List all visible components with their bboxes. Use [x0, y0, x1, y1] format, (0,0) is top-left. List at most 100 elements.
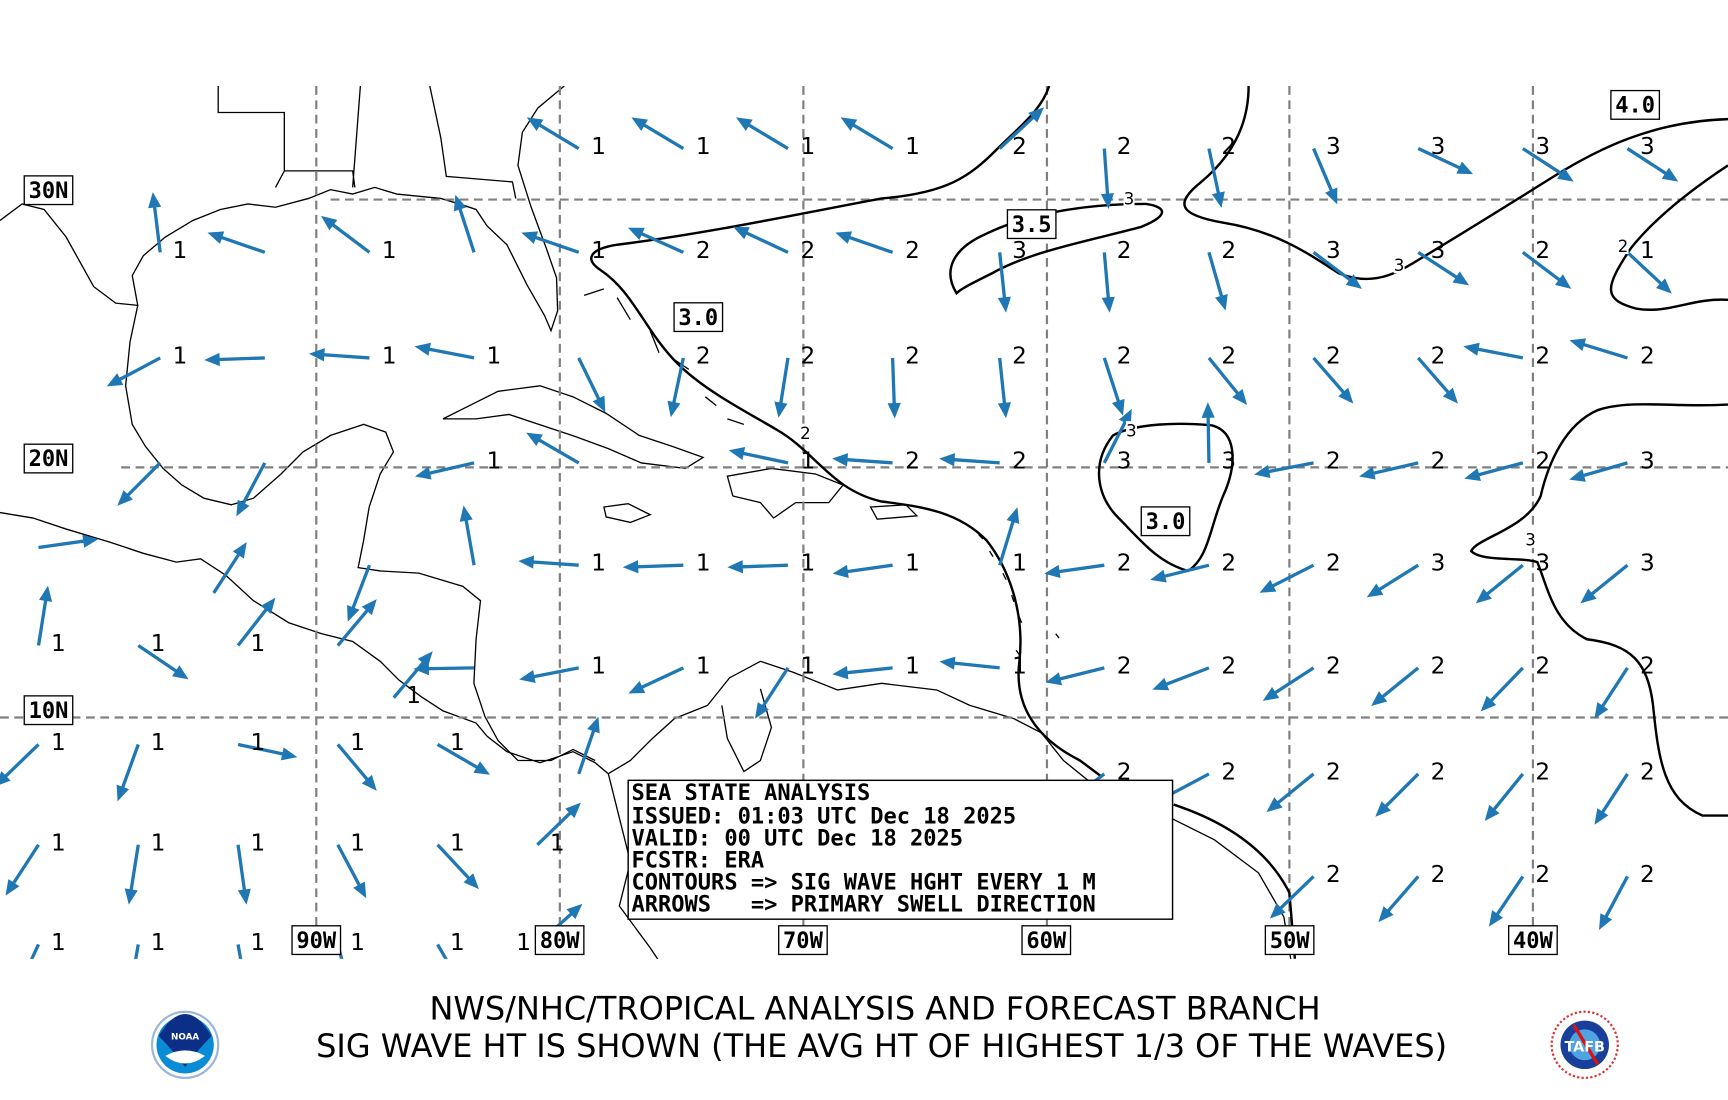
- wave-height-value: 2: [1326, 759, 1341, 785]
- swell-arrow-head: [347, 605, 360, 622]
- swell-arrow-head: [1656, 278, 1672, 294]
- swell-arrow-head: [622, 560, 639, 574]
- swell-arrow: [577, 357, 606, 413]
- wave-height-value: 1: [516, 930, 531, 956]
- swell-arrow-shaft: [1493, 875, 1525, 919]
- swell-arrow-shaft: [240, 462, 267, 508]
- swell-arrow-shaft: [336, 843, 363, 890]
- swell-arrow-shaft: [1384, 875, 1420, 915]
- contour-value-box: 4.0: [1610, 89, 1661, 120]
- contour-inline-label: 3: [1394, 256, 1405, 275]
- swell-arrow-head: [172, 665, 189, 680]
- swell-arrow: [415, 461, 475, 480]
- wave-height-value: 1: [487, 448, 502, 474]
- wave-height-value: 1: [406, 683, 421, 709]
- swell-arrow-shaft: [236, 605, 270, 647]
- swell-arrow-shaft: [1521, 147, 1566, 177]
- swell-arrow: [627, 227, 685, 254]
- tafb-logo: TAFB: [1550, 1010, 1619, 1079]
- wave-height-value: 1: [591, 238, 606, 264]
- swell-arrow: [526, 117, 580, 150]
- wave-height-value: 2: [1431, 759, 1446, 785]
- swell-arrow-head: [832, 564, 849, 579]
- wave-height-value: 2: [1535, 759, 1550, 785]
- wave-height-value: 2: [1117, 134, 1132, 160]
- wave-height-value: 1: [51, 631, 66, 657]
- wave-height-value: 2: [1431, 653, 1446, 679]
- wave-height-value: 1: [696, 551, 711, 577]
- swell-arrow-head: [1599, 913, 1613, 930]
- swell-arrow-head: [0, 771, 11, 785]
- swell-arrows: [0, 107, 1679, 959]
- swell-arrow-shaft: [890, 357, 896, 408]
- contour-value-label: 4.0: [1615, 94, 1655, 119]
- swell-arrow: [336, 743, 377, 791]
- swell-arrow-shaft: [29, 943, 41, 959]
- swell-arrow-shaft: [1207, 356, 1242, 398]
- swell-arrow-head: [1554, 274, 1572, 289]
- wave-height-value: 2: [800, 238, 815, 264]
- swell-arrow: [1594, 773, 1629, 825]
- grid-lines: [0, 86, 1728, 959]
- swell-arrow-shaft: [1375, 563, 1420, 593]
- wave-height-value: 2: [905, 343, 920, 369]
- swell-arrow: [5, 843, 40, 896]
- swell-arrow-shaft: [436, 743, 482, 771]
- hispaniola: [726, 467, 845, 519]
- wave-height-value: 1: [1640, 238, 1655, 264]
- swell-arrow: [204, 352, 265, 367]
- wave-height-value: 1: [151, 830, 166, 856]
- swell-arrow: [736, 117, 789, 150]
- swell-arrow-shaft: [1417, 147, 1464, 172]
- longitude-label: 80W: [534, 925, 585, 956]
- swell-arrow: [939, 453, 1000, 467]
- swell-arrow-head: [754, 702, 769, 719]
- wave-height-value: 1: [151, 930, 166, 956]
- swell-arrow-head: [82, 534, 99, 548]
- wave-height-value: 2: [1431, 343, 1446, 369]
- swell-arrow-shaft: [639, 121, 685, 150]
- swell-arrow-head: [1269, 903, 1286, 919]
- swell-arrow-head: [1375, 801, 1391, 817]
- swell-arrow-shaft: [1276, 875, 1315, 913]
- swell-arrow-head: [459, 505, 473, 522]
- swell-arrow: [392, 651, 433, 699]
- wave-height-value: 1: [51, 830, 66, 856]
- swell-arrow-head: [1045, 672, 1063, 686]
- swell-arrow: [1312, 251, 1362, 289]
- swell-arrow-shaft: [1602, 875, 1629, 921]
- wave-height-value: 1: [1012, 653, 1027, 679]
- swell-arrow-head: [1569, 338, 1587, 352]
- swell-arrow-shaft: [637, 666, 685, 691]
- swell-arrow: [727, 560, 789, 574]
- mexico-gulf-coast: [124, 305, 596, 762]
- swell-arrow-head: [207, 231, 225, 244]
- swell-arrow-head: [1366, 583, 1384, 598]
- wave-height-value: 2: [1221, 134, 1236, 160]
- wave-height-value: 2: [800, 343, 815, 369]
- swell-arrow: [1366, 563, 1420, 598]
- wave-height-value: 2: [1221, 343, 1236, 369]
- wave-height-value: 1: [905, 653, 920, 679]
- swell-arrow-shaft: [1579, 461, 1628, 479]
- swell-arrow: [212, 542, 247, 594]
- puerto-rico: [869, 504, 919, 520]
- swell-arrow-head: [1259, 579, 1277, 593]
- swell-arrow-head: [1044, 564, 1061, 579]
- swell-arrow: [1101, 252, 1115, 313]
- swell-arrow: [308, 348, 370, 362]
- swell-arrow-shaft: [738, 563, 789, 569]
- swell-arrow: [667, 357, 685, 418]
- swell-arrow-shaft: [1206, 413, 1211, 463]
- wave-height-value: 1: [173, 238, 188, 264]
- wave-height-value: 1: [350, 930, 365, 956]
- swell-arrow-shaft: [424, 666, 475, 671]
- swell-arrow: [536, 802, 581, 846]
- wave-height-value: 1: [591, 134, 606, 160]
- swell-arrow: [1521, 147, 1574, 182]
- info-box: SEA STATE ANALYSIS ISSUED: 01:03 UTC Dec…: [627, 779, 1174, 920]
- footer-subtitle: SIG WAVE HT IS SHOWN (THE AVG HT OF HIGH…: [316, 1027, 1447, 1065]
- swell-arrow-shaft: [236, 944, 243, 959]
- swell-arrow-shaft: [336, 606, 371, 647]
